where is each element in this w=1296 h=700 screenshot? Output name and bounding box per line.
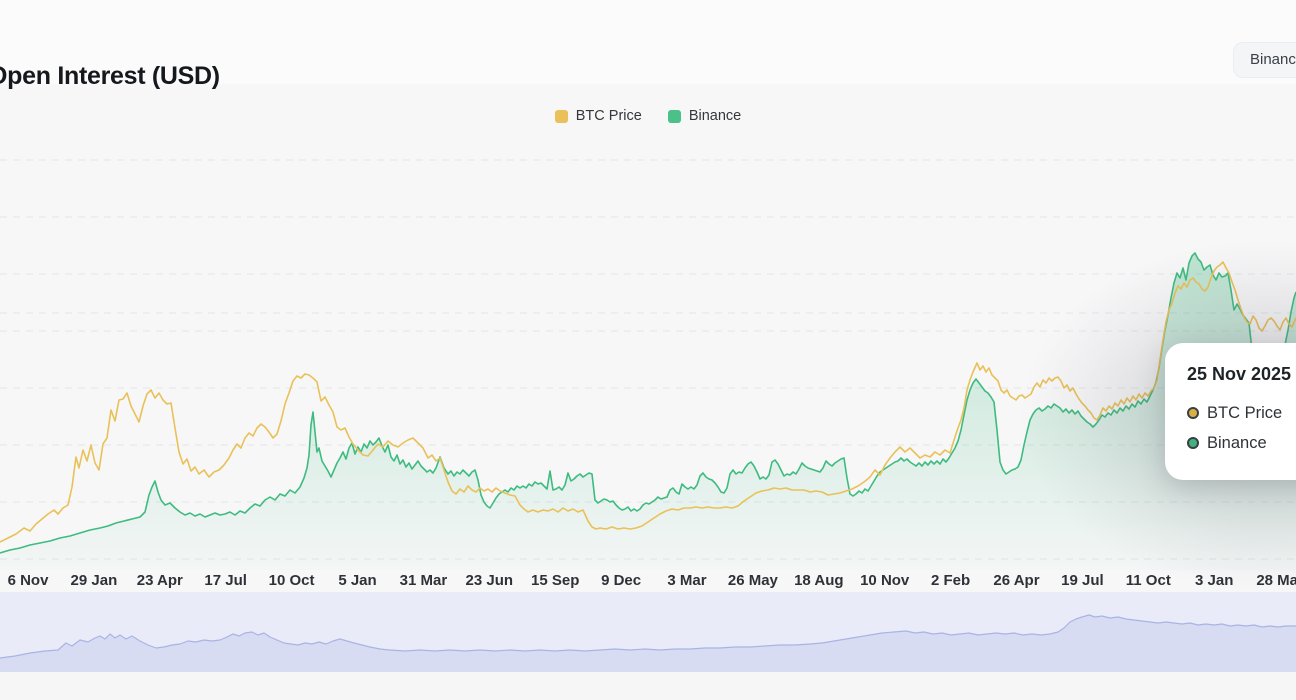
x-axis-label: 15 Sep bbox=[531, 572, 580, 589]
chart-legend: BTC Price Binance bbox=[0, 108, 1296, 124]
x-axis-label: 3 Mar bbox=[667, 572, 707, 589]
binance-area bbox=[0, 253, 1296, 570]
x-axis-label: 23 Apr bbox=[136, 572, 183, 589]
tooltip-row-binance: Binance bbox=[1187, 428, 1296, 458]
tooltip-row-btc-price: BTC Price bbox=[1187, 398, 1296, 428]
x-axis-label: 5 Jan bbox=[338, 572, 377, 589]
binance-line bbox=[0, 252, 1296, 554]
x-axis-label: 26 May bbox=[727, 572, 778, 589]
tooltip-series-label: BTC Price bbox=[1207, 403, 1283, 422]
x-axis-label: 10 Nov bbox=[860, 572, 910, 589]
x-axis-label: 11 Oct bbox=[1125, 572, 1171, 589]
legend-label: Binance bbox=[688, 108, 742, 124]
x-axis-label: 2 Feb bbox=[931, 572, 971, 589]
exchange-select-button[interactable]: Binance bbox=[1233, 42, 1296, 78]
legend-swatch bbox=[667, 109, 681, 123]
tooltip-date: 25 Nov 2025 bbox=[1187, 364, 1292, 384]
x-axis-label: 19 Jul bbox=[1061, 572, 1104, 589]
page-title: Open Interest (USD) bbox=[0, 61, 220, 90]
x-axis-label: 17 Jul bbox=[204, 572, 247, 589]
hover-tooltip: 25 Nov 2025 BTC Price Binance bbox=[1165, 343, 1296, 480]
legend-item-binance[interactable]: Binance bbox=[667, 108, 742, 124]
legend-label: BTC Price bbox=[575, 108, 642, 124]
x-axis-label: 23 Jun bbox=[465, 572, 514, 589]
bottom-margin bbox=[0, 672, 1296, 700]
btc-price-line bbox=[0, 261, 1296, 543]
legend-swatch bbox=[554, 109, 568, 123]
x-axis-label: 26 Apr bbox=[993, 572, 1040, 589]
x-axis-label: 9 Dec bbox=[601, 572, 642, 589]
x-axis-label: 18 Aug bbox=[794, 572, 844, 589]
tooltip-series-label: Binance bbox=[1207, 433, 1267, 452]
navigator-line bbox=[0, 614, 1296, 659]
legend-item-btc-price[interactable]: BTC Price bbox=[554, 108, 642, 124]
tooltip-series-dot-icon bbox=[1187, 407, 1199, 419]
x-axis-labels: 6 Nov 29 Jan 23 Apr 17 Jul 10 Oct 5 Jan 31 Mar… bbox=[0, 572, 1296, 594]
x-axis-label: 31 Mar bbox=[399, 572, 448, 589]
x-axis-label: 3 Jan bbox=[1195, 572, 1234, 589]
x-axis-label: 6 Nov bbox=[7, 572, 49, 589]
navigator-area[interactable] bbox=[0, 615, 1296, 672]
x-axis-label: 10 Oct bbox=[268, 572, 315, 589]
tooltip-series-dot-icon bbox=[1187, 437, 1199, 449]
x-axis-label: 28 Mar bbox=[1256, 572, 1296, 589]
x-axis-label: 29 Jan bbox=[70, 572, 118, 589]
